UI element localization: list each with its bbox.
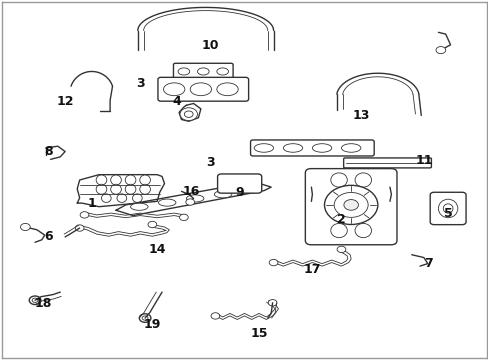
Text: 16: 16 (182, 185, 200, 198)
Circle shape (333, 193, 367, 217)
Text: 13: 13 (351, 109, 369, 122)
Circle shape (75, 225, 84, 231)
Text: 3: 3 (206, 156, 214, 169)
Text: 6: 6 (44, 230, 52, 243)
FancyBboxPatch shape (250, 140, 373, 156)
Ellipse shape (312, 144, 331, 152)
Ellipse shape (102, 194, 111, 202)
Ellipse shape (214, 191, 231, 198)
Ellipse shape (354, 224, 371, 238)
Circle shape (142, 316, 148, 320)
Text: 7: 7 (424, 257, 432, 270)
Ellipse shape (96, 184, 106, 194)
Ellipse shape (443, 204, 452, 213)
Text: 10: 10 (202, 39, 219, 52)
FancyBboxPatch shape (305, 168, 396, 245)
Ellipse shape (140, 175, 150, 185)
Text: 11: 11 (414, 154, 432, 167)
Ellipse shape (110, 175, 121, 185)
Text: 1: 1 (87, 197, 96, 210)
Ellipse shape (283, 144, 302, 152)
Ellipse shape (216, 68, 228, 75)
Ellipse shape (330, 224, 346, 238)
Circle shape (268, 300, 276, 306)
Ellipse shape (140, 184, 150, 194)
Text: 12: 12 (56, 95, 74, 108)
Ellipse shape (216, 83, 238, 96)
FancyBboxPatch shape (173, 63, 233, 80)
Circle shape (80, 212, 89, 218)
Text: 15: 15 (250, 327, 267, 340)
Circle shape (20, 224, 30, 230)
Ellipse shape (117, 194, 126, 202)
Circle shape (185, 199, 194, 205)
Text: 2: 2 (336, 213, 345, 226)
Circle shape (324, 185, 377, 225)
Ellipse shape (186, 195, 203, 202)
Text: 9: 9 (235, 186, 244, 199)
Circle shape (184, 111, 193, 117)
Ellipse shape (354, 173, 371, 187)
Ellipse shape (96, 175, 106, 185)
Circle shape (148, 221, 157, 228)
Ellipse shape (125, 184, 136, 194)
Circle shape (336, 246, 345, 253)
Circle shape (29, 296, 41, 305)
Ellipse shape (125, 175, 136, 185)
FancyBboxPatch shape (429, 192, 465, 225)
Circle shape (179, 214, 188, 221)
Ellipse shape (163, 83, 184, 96)
FancyBboxPatch shape (343, 158, 430, 168)
Text: 14: 14 (148, 243, 165, 256)
Ellipse shape (190, 83, 211, 96)
Text: 4: 4 (172, 95, 181, 108)
Ellipse shape (197, 68, 209, 75)
Ellipse shape (110, 184, 121, 194)
Circle shape (435, 46, 445, 54)
Circle shape (343, 199, 358, 210)
Ellipse shape (132, 194, 142, 202)
Ellipse shape (438, 199, 457, 218)
Text: 18: 18 (35, 297, 52, 310)
Text: 3: 3 (136, 77, 144, 90)
Text: 19: 19 (143, 318, 161, 330)
FancyBboxPatch shape (158, 77, 248, 101)
Ellipse shape (158, 199, 176, 206)
Ellipse shape (330, 173, 346, 187)
Text: 17: 17 (303, 263, 321, 276)
Circle shape (180, 108, 197, 121)
Ellipse shape (254, 144, 273, 152)
Circle shape (32, 298, 38, 302)
Text: 5: 5 (443, 207, 451, 220)
Circle shape (269, 259, 277, 266)
Text: 8: 8 (44, 145, 52, 158)
Ellipse shape (178, 68, 189, 75)
Circle shape (211, 313, 219, 319)
Circle shape (139, 314, 151, 322)
Ellipse shape (130, 203, 148, 210)
Ellipse shape (341, 144, 360, 152)
FancyBboxPatch shape (217, 174, 261, 193)
